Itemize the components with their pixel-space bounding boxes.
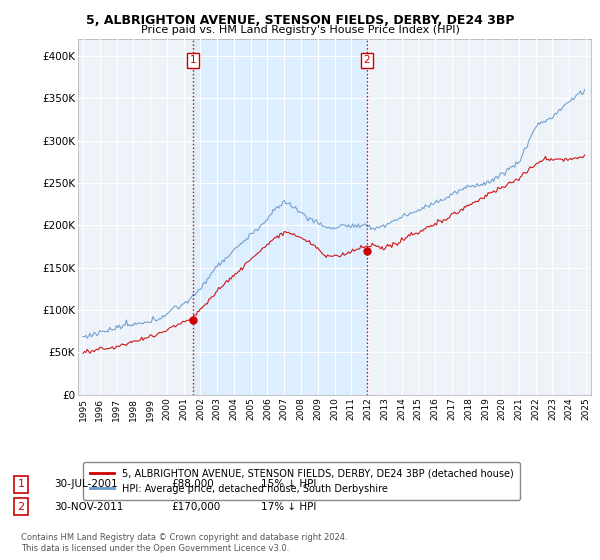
Text: Contains HM Land Registry data © Crown copyright and database right 2024.
This d: Contains HM Land Registry data © Crown c…	[21, 533, 347, 553]
Text: 2: 2	[17, 502, 25, 512]
Bar	[193, 39, 367, 395]
Text: 15% ↓ HPI: 15% ↓ HPI	[261, 479, 316, 489]
Text: 30-NOV-2011: 30-NOV-2011	[54, 502, 124, 512]
Legend: 5, ALBRIGHTON AVENUE, STENSON FIELDS, DERBY, DE24 3BP (detached house), HPI: Ave: 5, ALBRIGHTON AVENUE, STENSON FIELDS, DE…	[83, 462, 520, 501]
Text: 30-JUL-2001: 30-JUL-2001	[54, 479, 118, 489]
Text: 5, ALBRIGHTON AVENUE, STENSON FIELDS, DERBY, DE24 3BP: 5, ALBRIGHTON AVENUE, STENSON FIELDS, DE…	[86, 14, 514, 27]
Text: 1: 1	[17, 479, 25, 489]
Text: 1: 1	[190, 55, 197, 66]
Text: Price paid vs. HM Land Registry's House Price Index (HPI): Price paid vs. HM Land Registry's House …	[140, 25, 460, 35]
Text: £88,000: £88,000	[171, 479, 214, 489]
Text: 2: 2	[364, 55, 370, 66]
Text: 17% ↓ HPI: 17% ↓ HPI	[261, 502, 316, 512]
Text: £170,000: £170,000	[171, 502, 220, 512]
